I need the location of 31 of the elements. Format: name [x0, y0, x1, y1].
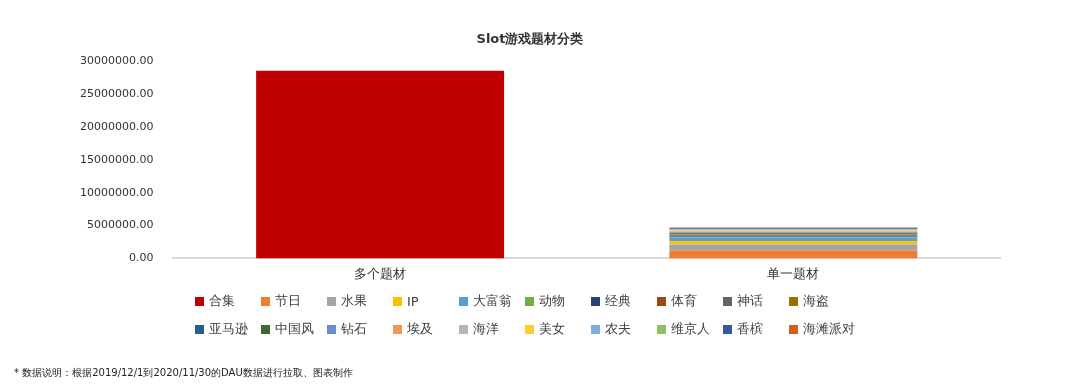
legend-label: 海滩派对	[803, 320, 855, 338]
legend-label: 水果	[341, 292, 367, 310]
text: * 数据说明：根据2019/12/1到2020/11/30的DAU数据进行拉取、图表制作	[14, 366, 353, 380]
y-tick-label: 0.00	[128, 251, 154, 265]
legend-label: 大富翁	[473, 292, 512, 310]
y-tick-label: 15000000.00	[80, 152, 154, 166]
y-tick-label: 5000000.00	[87, 218, 154, 232]
legend-label: 节日	[275, 292, 301, 310]
legend-label: 海洋	[473, 320, 499, 338]
chart-title: Slot游戏题材分类	[476, 31, 584, 47]
x-tick-label: 多个题材	[354, 265, 407, 281]
legend-label: 神话	[737, 292, 763, 310]
legend-label: 美女	[539, 320, 565, 338]
legend-label: 中国风	[275, 320, 314, 338]
legend-label: IP	[407, 293, 419, 309]
legend-label: 体育	[671, 292, 697, 310]
legend-label: 经典	[605, 292, 631, 310]
legend-label: 亚马逊	[209, 320, 248, 338]
legend-label: 维京人	[671, 320, 710, 338]
legend-label: 香槟	[737, 320, 763, 338]
x-tick-label: 单一题材	[767, 265, 820, 281]
y-tick-label: 20000000.00	[80, 120, 154, 134]
legend-label: 动物	[539, 292, 565, 310]
legend-label: 埃及	[407, 320, 433, 338]
y-tick-label: 30000000.00	[80, 54, 154, 68]
legend-label: 钻石	[341, 320, 367, 338]
legend-label: 合集	[209, 292, 235, 310]
legend-label: 农夫	[605, 320, 631, 338]
y-tick-label: 10000000.00	[80, 185, 154, 199]
y-tick-label: 25000000.00	[80, 87, 154, 101]
legend-label: 海盗	[803, 292, 829, 310]
